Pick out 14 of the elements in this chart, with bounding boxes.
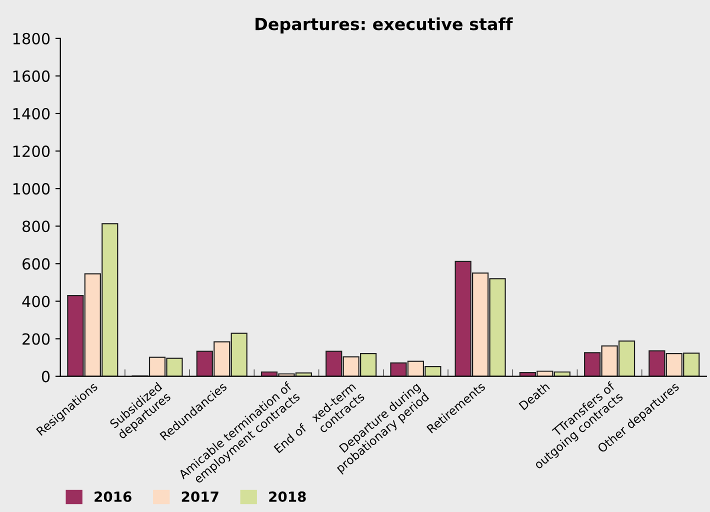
y-tick-label: 400: [22, 296, 50, 308]
legend-label: 2016: [94, 491, 132, 502]
chart-title: Departures: executive staff: [256, 17, 513, 34]
legend-label: 2018: [269, 491, 306, 502]
y-tick-label: 1600: [13, 70, 50, 82]
y-tick-label: 1800: [13, 32, 50, 44]
y-tick-label: 200: [22, 333, 50, 345]
y-tick-label: 600: [22, 258, 50, 270]
y-tick-label: 1000: [13, 183, 50, 195]
y-tick-label: 1400: [13, 108, 50, 120]
legend-label: 2017: [182, 491, 218, 502]
y-tick-label: 800: [22, 220, 50, 232]
y-tick-label: 0: [42, 370, 50, 382]
y-tick-label: 1200: [13, 146, 50, 158]
